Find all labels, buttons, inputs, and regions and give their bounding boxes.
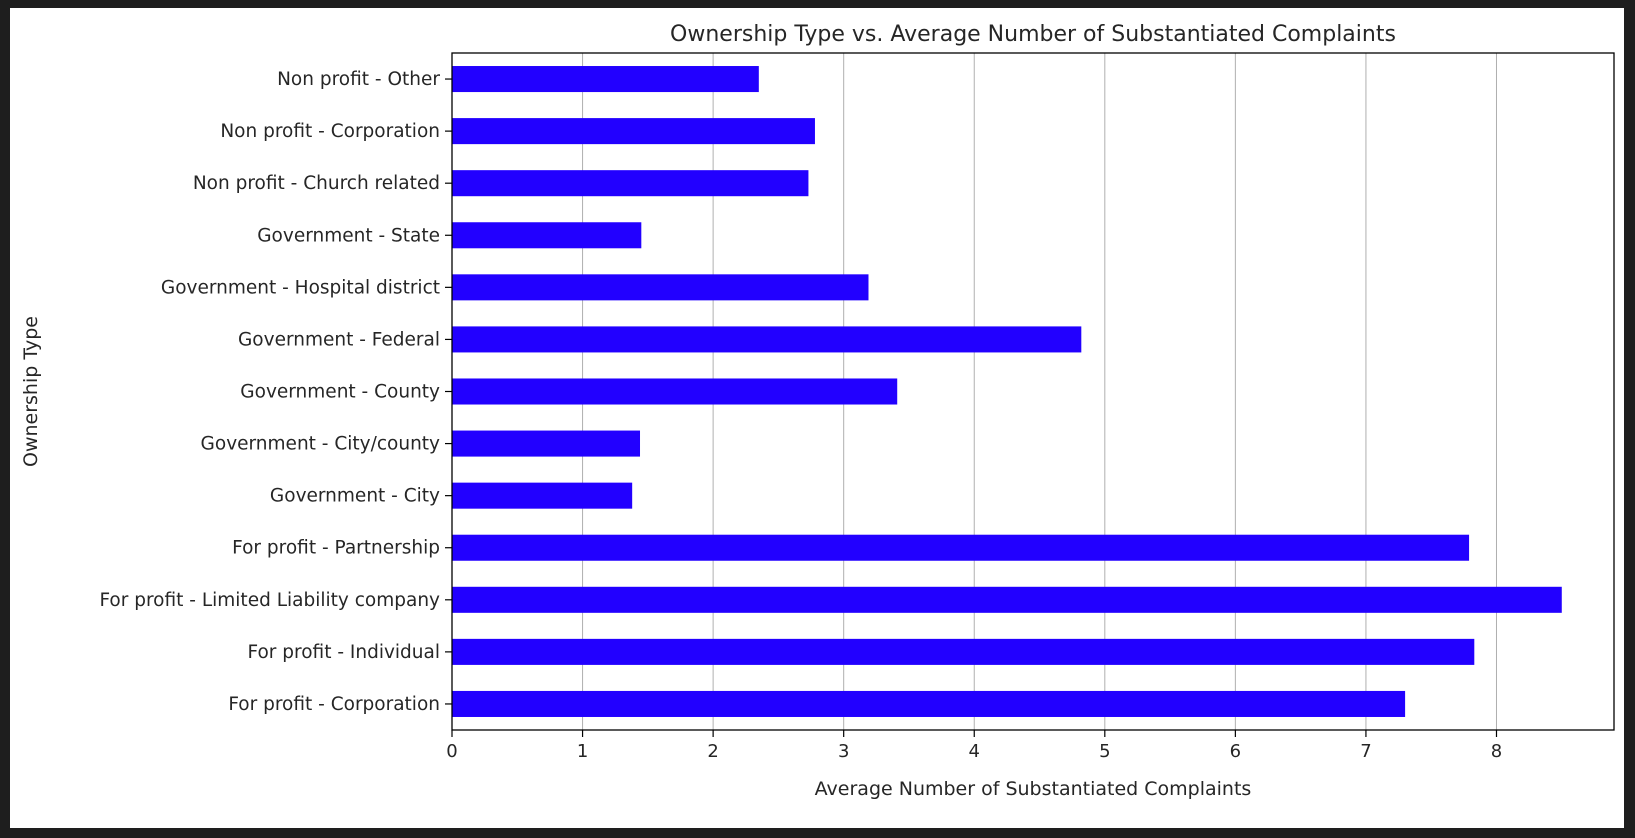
bar [452, 222, 642, 249]
x-tick-label: 5 [1099, 741, 1110, 762]
y-tick-label: Government - Federal [238, 329, 440, 350]
bar [452, 326, 1082, 353]
bar [452, 66, 759, 93]
x-tick-label: 8 [1491, 741, 1502, 762]
x-tick-label: 7 [1360, 741, 1371, 762]
x-tick-label: 3 [838, 741, 849, 762]
bar [452, 170, 809, 197]
bar [452, 378, 898, 405]
chart-title: Ownership Type vs. Average Number of Sub… [670, 22, 1396, 47]
x-tick-label: 0 [446, 741, 457, 762]
y-tick-label: For profit - Limited Liability company [99, 590, 440, 611]
y-tick-label: For profit - Individual [248, 642, 441, 663]
y-tick-label: For profit - Corporation [228, 694, 440, 715]
bar [452, 274, 869, 301]
bars [452, 66, 1562, 717]
bar [452, 690, 1406, 717]
bar [452, 638, 1475, 665]
bar [452, 482, 633, 509]
x-tick-label: 6 [1230, 741, 1241, 762]
y-tick-label: Non profit - Corporation [220, 121, 440, 142]
y-axis-label: Ownership Type [20, 316, 42, 467]
y-tick-label: Non profit - Church related [193, 173, 440, 194]
x-tick-label: 2 [707, 741, 718, 762]
y-tick-label: Government - Hospital district [161, 277, 440, 298]
y-tick-label: For profit - Partnership [232, 538, 440, 559]
bar [452, 534, 1470, 561]
x-tick-label: 1 [577, 741, 588, 762]
bar [452, 586, 1562, 613]
y-tick-label: Non profit - Other [277, 69, 440, 90]
y-tick-label: Government - City [270, 486, 440, 507]
x-tick-label: 4 [969, 741, 980, 762]
x-axis-label: Average Number of Substantiated Complain… [815, 778, 1252, 800]
y-tick-label: Government - City/county [201, 434, 440, 455]
y-tick-label: Government - County [240, 382, 440, 403]
bar [452, 430, 641, 457]
bar [452, 118, 815, 145]
x-axis-ticks: 0 1 2 3 4 5 6 7 8 [446, 730, 1502, 762]
y-axis-ticks: For profit - Corporation For profit - Ind… [99, 69, 452, 715]
y-tick-label: Government - State [257, 225, 440, 246]
